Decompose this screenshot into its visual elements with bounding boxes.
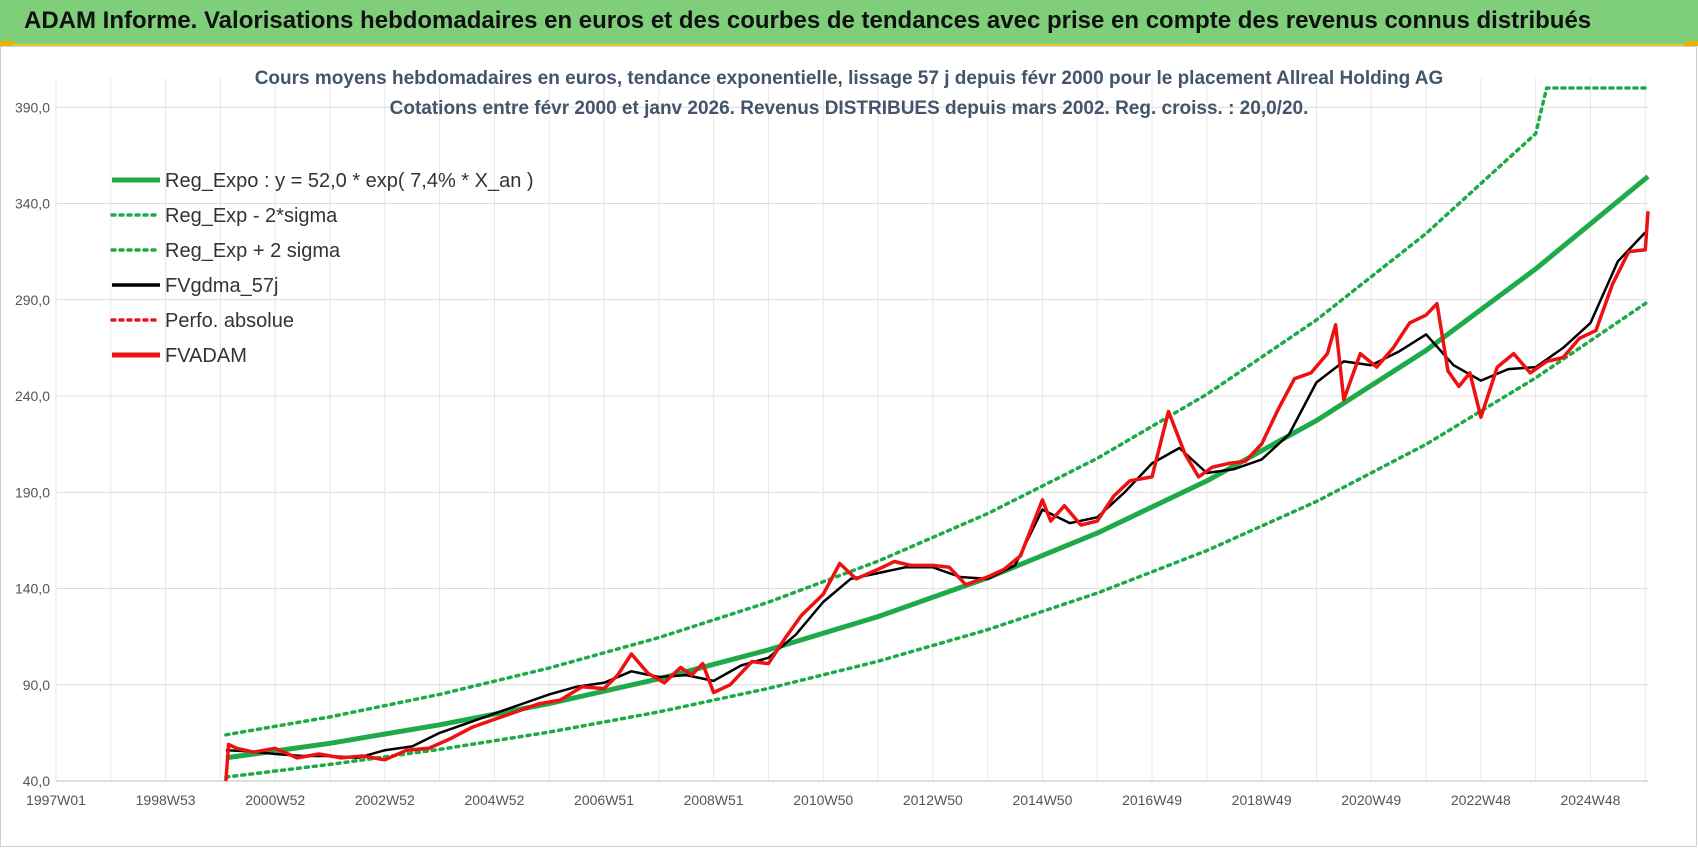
series-fvadam: [224, 211, 1650, 782]
legend-label: Reg_Expo : y = 52,0 * exp( 7,4% * X_an ): [165, 170, 534, 192]
legend-reg-plus-2sigma: Reg_Exp + 2 sigma: [110, 240, 341, 262]
legend: Reg_Expo : y = 52,0 * exp( 7,4% * X_an )…: [110, 170, 534, 367]
legend-label: Perfo. absolue: [165, 310, 294, 332]
series-lines: [224, 86, 1650, 782]
series-reg-minus-2sigma: [224, 299, 1650, 779]
banner-corner-left: [0, 41, 14, 46]
x-tick-label: 1997W01: [26, 792, 86, 808]
series-fvgdma-57j: [225, 231, 1647, 760]
legend-label: FVADAM: [165, 345, 247, 367]
y-tick-label: 40,0: [23, 773, 50, 789]
x-tick-label: 2020W49: [1341, 792, 1401, 808]
banner-title: ADAM Informe. Valorisations hebdomadaire…: [24, 7, 1592, 34]
x-tick-label: 2008W51: [684, 792, 744, 808]
legend-label: Reg_Exp - 2*sigma: [165, 205, 338, 227]
legend-fvgdma-57j: FVgdma_57j: [112, 275, 278, 297]
gridlines: [55, 78, 1648, 782]
legend-perfo-absolue: Perfo. absolue: [110, 310, 294, 332]
legend-label: Reg_Exp + 2 sigma: [165, 240, 341, 262]
x-tick-label: 2004W52: [464, 792, 524, 808]
banner-corner-right: [1684, 41, 1698, 46]
x-tick-label: 2006W51: [574, 792, 634, 808]
x-tick-label: 2018W49: [1232, 792, 1292, 808]
legend-reg-minus-2sigma: Reg_Exp - 2*sigma: [110, 205, 338, 227]
y-tick-label: 290,0: [15, 292, 50, 308]
x-tick-label: 2010W50: [793, 792, 853, 808]
legend-reg-expo: Reg_Expo : y = 52,0 * exp( 7,4% * X_an ): [112, 170, 534, 192]
chart-title-line-2: Cotations entre févr 2000 et janv 2026. …: [390, 98, 1309, 119]
x-tick-label: 2024W48: [1560, 792, 1620, 808]
x-tick-label: 2000W52: [245, 792, 305, 808]
chart-title-line-1: Cours moyens hebdomadaires en euros, ten…: [255, 68, 1444, 89]
x-tick-label: 2022W48: [1451, 792, 1511, 808]
axes: 40,0 90,0 140,0 190,0 240,0 290,0 340,0 390,0 19…: [15, 99, 1648, 808]
legend-label: FVgdma_57j: [165, 275, 278, 297]
series-reg-plus-2sigma: [224, 86, 1650, 737]
x-tick-label: 1998W53: [136, 792, 196, 808]
x-tick-label: 2016W49: [1122, 792, 1182, 808]
chart-title: Cours moyens hebdomadaires en euros, ten…: [255, 68, 1444, 119]
x-tick-label: 2002W52: [355, 792, 415, 808]
y-tick-label: 340,0: [15, 196, 50, 212]
y-tick-label: 90,0: [23, 677, 50, 693]
y-tick-label: 240,0: [15, 388, 50, 404]
legend-fvadam: FVADAM: [112, 345, 247, 367]
x-tick-label: 2014W50: [1012, 792, 1072, 808]
line-chart: 40,0 90,0 140,0 190,0 240,0 290,0 340,0 390,0 19…: [15, 68, 1650, 808]
x-tick-label: 2012W50: [903, 792, 963, 808]
y-tick-label: 140,0: [15, 581, 50, 597]
series-reg-expo: [225, 174, 1650, 761]
y-tick-label: 190,0: [15, 484, 50, 500]
y-tick-label: 390,0: [15, 99, 50, 115]
report-banner: ADAM Informe. Valorisations hebdomadaire…: [0, 0, 1698, 46]
